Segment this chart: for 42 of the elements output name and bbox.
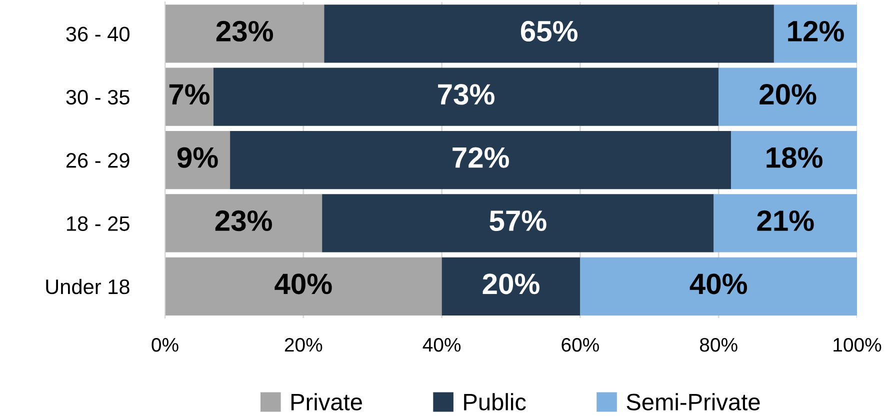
bar <box>718 68 857 126</box>
data-label: 73% <box>438 84 494 105</box>
data-label: 21% <box>757 210 814 231</box>
bar <box>322 194 714 252</box>
data-label: 12% <box>788 20 844 42</box>
x-tick-label: 20% <box>284 338 322 352</box>
bar <box>165 194 322 252</box>
y-tick-label: 18 - 25 <box>67 216 130 231</box>
data-label: 23% <box>216 20 273 42</box>
data-label: 9% <box>177 147 218 168</box>
legend-label: Semi-Private <box>626 393 760 410</box>
legend-label: Private <box>291 393 362 410</box>
bar <box>714 194 857 252</box>
data-label: 65% <box>520 20 578 42</box>
data-label: 23% <box>215 210 272 232</box>
x-tick-label: 0% <box>152 338 178 352</box>
data-label: 7% <box>169 84 210 105</box>
x-tick-label: 60% <box>562 338 599 352</box>
y-tick-label: 30 - 35 <box>66 90 130 105</box>
bar <box>324 4 774 63</box>
bar <box>580 257 857 316</box>
data-label: 40% <box>690 274 748 294</box>
bar <box>213 68 719 126</box>
data-label: 57% <box>490 210 546 232</box>
data-label: 18% <box>766 147 822 168</box>
y-tick-label: Under 18 <box>46 278 130 294</box>
bar <box>230 130 732 190</box>
bar <box>731 130 857 190</box>
bar <box>774 4 857 63</box>
data-label: 20% <box>482 274 540 294</box>
x-tick-label: 80% <box>700 338 738 352</box>
x-tick-label: 40% <box>422 338 461 352</box>
data-label: 72% <box>452 147 509 168</box>
bar <box>165 4 324 63</box>
bar <box>165 257 442 316</box>
data-label: 20% <box>760 84 816 105</box>
data-label: 40% <box>274 274 332 294</box>
bar <box>442 257 580 316</box>
y-tick-label: 26 - 29 <box>66 153 130 168</box>
legend-label: Public <box>464 393 526 410</box>
y-tick-label: 36 - 40 <box>66 26 130 42</box>
x-tick-label: 100% <box>834 338 882 352</box>
